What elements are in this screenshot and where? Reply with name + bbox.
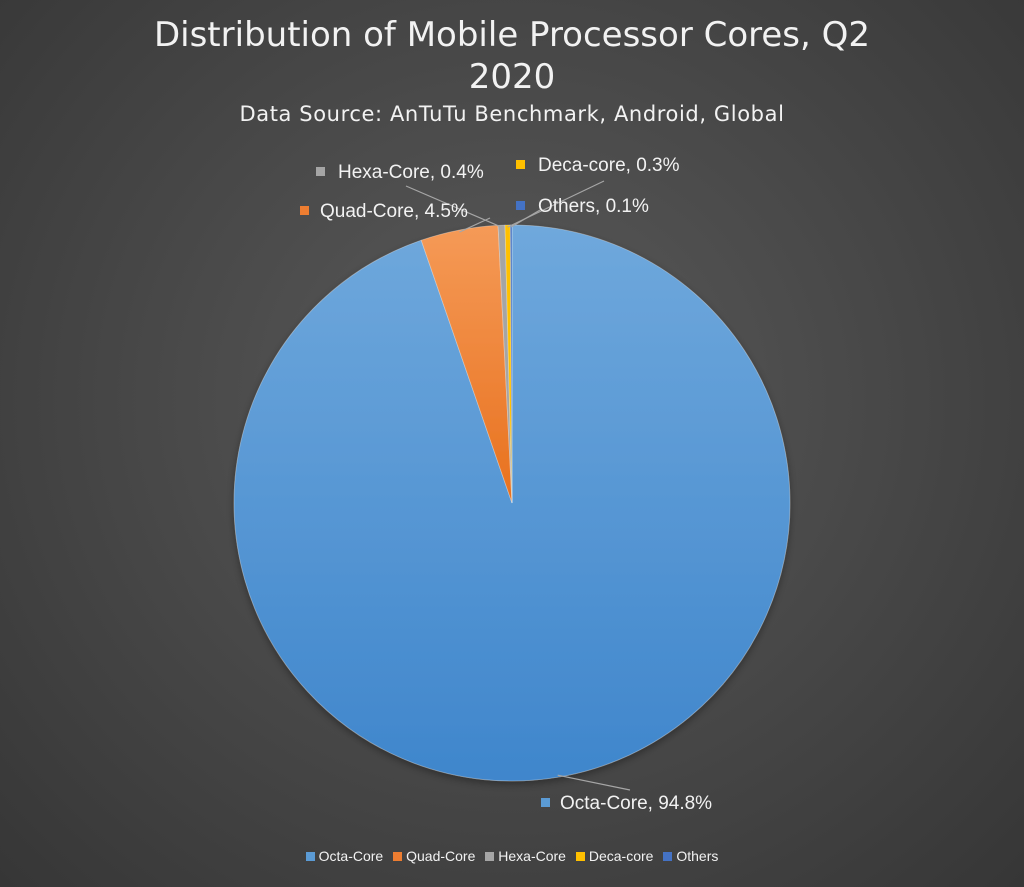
legend-label: Quad-Core: [406, 848, 476, 864]
legend-swatch: [663, 852, 673, 861]
legend-item-hexa-core: Hexa-Core: [485, 848, 566, 864]
data-label-deca-core: Deca-core, 0.3%: [538, 155, 680, 176]
chart-legend: Octa-Core Quad-Core Hexa-Core Deca-core …: [0, 848, 1024, 864]
data-label-others: Others, 0.1%: [538, 196, 649, 217]
chart-subtitle: Data Source: AnTuTu Benchmark, Android, …: [239, 102, 785, 126]
data-label-swatch: [541, 798, 550, 807]
chart-title-line-2: 2020: [468, 57, 556, 97]
chart-title: Distribution of Mobile Processor Cores, …: [0, 14, 1024, 98]
leader-line: [557, 774, 631, 791]
data-label-octa-core: Octa-Core, 94.8%: [560, 793, 712, 814]
leader-line: [510, 209, 541, 228]
legend-item-quad-core: Quad-Core: [393, 848, 475, 864]
chart-title-line-1: Distribution of Mobile Processor Cores, …: [153, 15, 871, 55]
data-label-swatch: [316, 167, 325, 176]
legend-swatch: [575, 852, 585, 861]
legend-swatch: [393, 852, 403, 861]
legend-swatch: [305, 852, 315, 861]
data-label-swatch: [300, 206, 309, 215]
legend-item-deca-core: Deca-core: [575, 848, 654, 864]
legend-label: Octa-Core: [318, 848, 384, 864]
legend-label: Hexa-Core: [498, 848, 566, 864]
legend-label: Deca-core: [588, 848, 654, 864]
data-label-swatch: [516, 201, 525, 210]
legend-swatch: [485, 852, 495, 861]
data-label-swatch: [516, 160, 525, 169]
legend-label: Others: [676, 848, 719, 864]
data-label-quad-core: Quad-Core, 4.5%: [320, 201, 468, 222]
leader-line: [405, 185, 502, 228]
legend-item-octa-core: Octa-Core: [305, 848, 384, 864]
legend-item-others: Others: [663, 848, 718, 864]
data-label-hexa-core: Hexa-Core, 0.4%: [338, 162, 484, 183]
